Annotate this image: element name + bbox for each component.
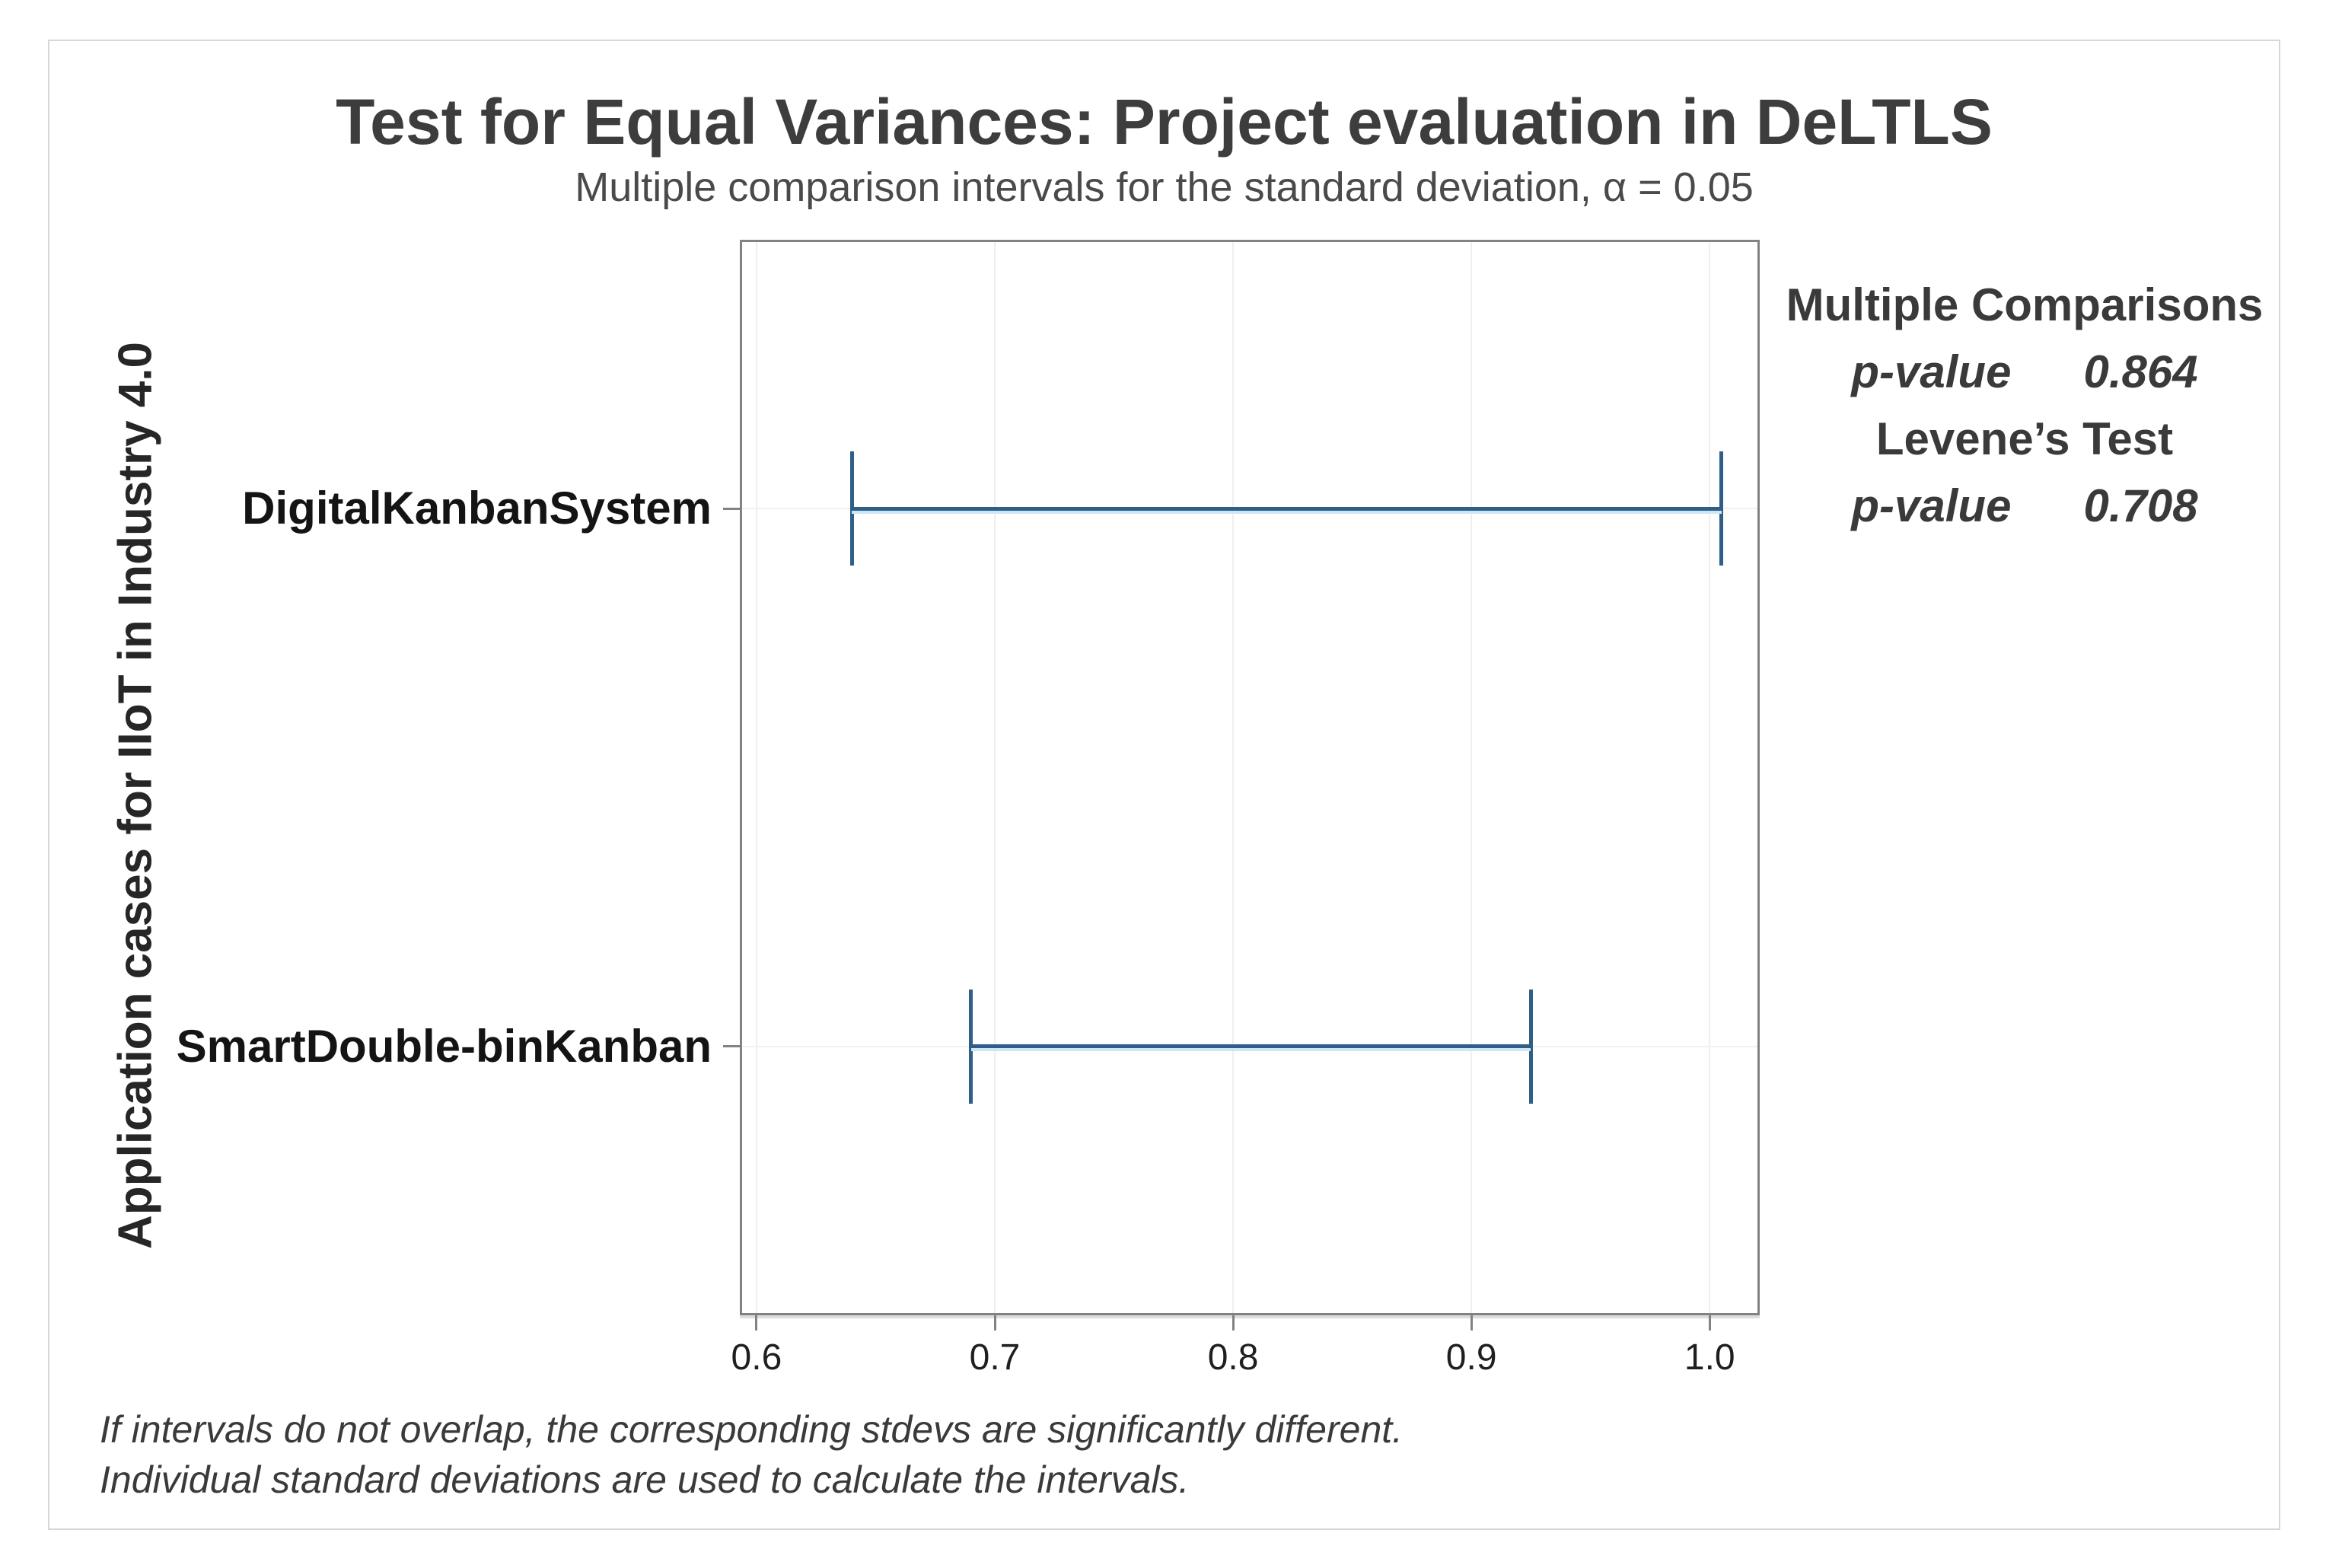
x-gridline — [1232, 242, 1235, 1313]
interval-cap-upper — [1719, 451, 1724, 566]
x-tick — [1470, 1315, 1473, 1331]
footnote: If intervals do not overlap, the corresp… — [100, 1404, 1403, 1505]
stats-pvalue-row-levenes-test: p-value 0.708 — [1773, 472, 2276, 539]
p-value-number: 0.708 — [2083, 480, 2198, 531]
footnote-line-2: Individual standard deviations are used … — [100, 1458, 1190, 1501]
x-tick-label: 0.6 — [731, 1337, 782, 1378]
interval-cap-upper — [1528, 989, 1533, 1104]
interval-bar — [970, 1044, 1531, 1049]
stats-heading-multiple-comparisons: Multiple Comparisons — [1786, 279, 2264, 330]
interval-bar — [852, 506, 1722, 511]
footnote-line-1: If intervals do not overlap, the corresp… — [100, 1408, 1404, 1451]
stats-heading-levenes-test: Levene’s Test — [1875, 413, 2174, 464]
y-tick — [723, 1045, 740, 1048]
p-value-number: 0.864 — [2083, 346, 2198, 397]
x-gridline — [1470, 242, 1473, 1313]
chart-title: Test for Equal Variances: Project evalua… — [336, 86, 1993, 158]
x-gridline — [755, 242, 757, 1313]
x-tick-label: 0.8 — [1207, 1337, 1259, 1378]
category-label: SmartDouble-binKanban — [176, 1020, 712, 1072]
stats-pvalue-row-multiple-comparisons: p-value 0.864 — [1773, 338, 2276, 405]
p-value-label: p-value — [1851, 480, 2012, 531]
x-tick-label: 0.7 — [969, 1337, 1021, 1378]
x-tick — [1232, 1315, 1235, 1331]
x-tick — [755, 1315, 758, 1331]
plot-area — [740, 240, 1760, 1315]
x-tick — [1708, 1315, 1711, 1331]
chart-subtitle: Multiple comparison intervals for the st… — [575, 164, 1754, 210]
category-label: DigitalKanbanSystem — [242, 483, 712, 534]
y-tick — [723, 507, 740, 510]
stats-panel: Multiple Comparisons p-value 0.864 Leven… — [1773, 271, 2276, 539]
p-value-label: p-value — [1851, 346, 2012, 397]
x-tick — [993, 1315, 996, 1331]
x-tick-label: 0.9 — [1445, 1337, 1497, 1378]
x-gridline — [1709, 242, 1711, 1313]
x-tick-label: 1.0 — [1684, 1337, 1735, 1378]
x-gridline — [994, 242, 996, 1313]
